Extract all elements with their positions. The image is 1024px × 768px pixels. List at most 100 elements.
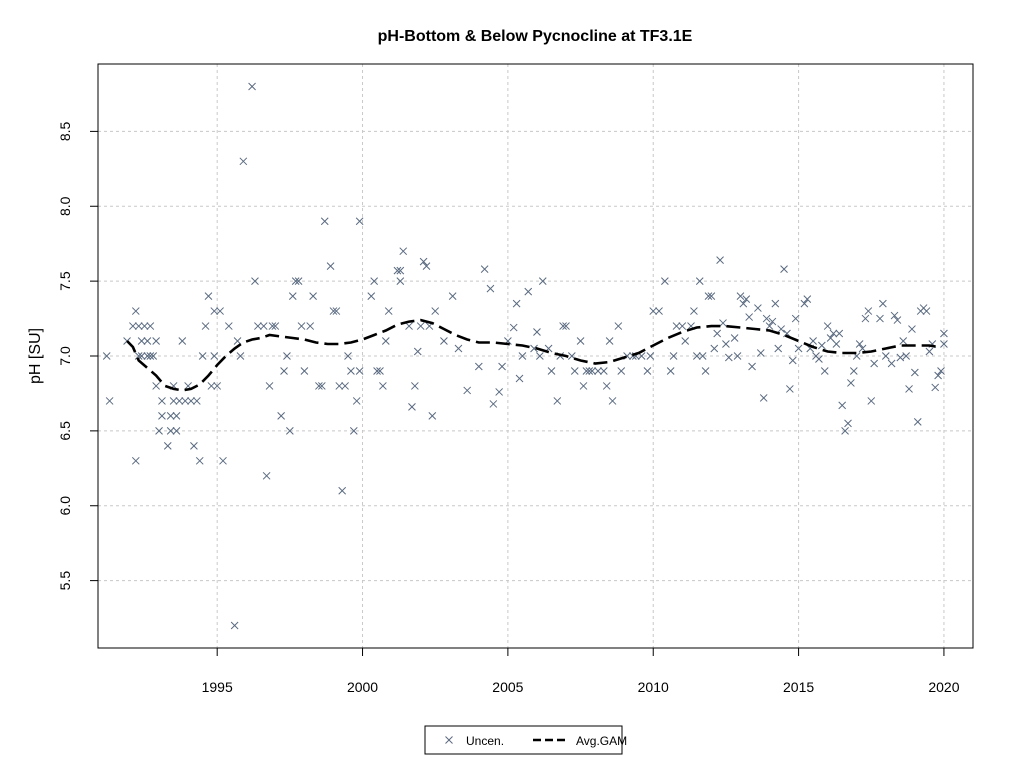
data-point xyxy=(105,397,114,405)
data-point xyxy=(399,247,408,256)
data-point xyxy=(370,277,379,285)
data-point xyxy=(832,340,841,348)
grid xyxy=(98,64,973,648)
data-point xyxy=(690,307,698,315)
legend-label-gam: Avg.GAM xyxy=(576,734,627,748)
data-point xyxy=(286,427,294,435)
data-point xyxy=(137,337,146,345)
data-point xyxy=(771,299,780,308)
data-point xyxy=(841,427,849,435)
data-point xyxy=(940,329,948,338)
data-point xyxy=(271,322,280,330)
data-point xyxy=(190,441,198,450)
data-point xyxy=(870,359,879,368)
data-point xyxy=(251,277,259,285)
data-point xyxy=(291,277,300,285)
data-point xyxy=(710,344,719,353)
data-point xyxy=(338,486,347,495)
data-point xyxy=(768,317,777,326)
data-point xyxy=(219,456,227,465)
data-point xyxy=(759,394,768,402)
data-point xyxy=(210,307,219,315)
data-point xyxy=(803,295,812,303)
data-point xyxy=(524,287,533,296)
data-point xyxy=(777,325,785,333)
legend: Uncen. Avg.GAM xyxy=(424,725,627,755)
data-point xyxy=(791,314,800,323)
data-point xyxy=(908,325,916,333)
data-point xyxy=(175,397,184,405)
data-point xyxy=(713,329,722,338)
data-point xyxy=(838,401,847,410)
data-point xyxy=(131,456,140,465)
data-point xyxy=(536,352,544,360)
data-point xyxy=(594,367,602,375)
data-point xyxy=(428,412,437,420)
y-tick-label: 5.5 xyxy=(57,571,73,591)
data-point xyxy=(163,441,172,450)
data-point xyxy=(553,397,562,405)
data-point xyxy=(861,314,870,323)
data-point xyxy=(736,292,745,300)
y-tick-label: 8.0 xyxy=(57,196,73,216)
data-point xyxy=(922,307,931,315)
data-point xyxy=(849,367,858,375)
x-tick-label: 2010 xyxy=(638,679,669,695)
data-point xyxy=(283,352,291,360)
data-point xyxy=(608,397,617,405)
data-point xyxy=(905,385,913,393)
data-point xyxy=(102,352,111,360)
data-point xyxy=(236,352,245,360)
data-point xyxy=(152,382,160,390)
data-point xyxy=(655,307,663,315)
data-point xyxy=(730,334,739,342)
data-point xyxy=(815,355,823,363)
data-point xyxy=(172,427,181,435)
data-point xyxy=(367,292,376,300)
y-axis-label: pH [SU] xyxy=(27,328,44,384)
data-point xyxy=(195,456,204,465)
data-point xyxy=(181,397,190,405)
data-point xyxy=(158,412,166,420)
data-point xyxy=(349,427,358,435)
data-point xyxy=(347,367,355,375)
data-point xyxy=(643,367,652,375)
data-point xyxy=(809,337,817,345)
data-point xyxy=(326,262,335,271)
data-point xyxy=(134,322,143,330)
data-point xyxy=(355,367,364,375)
data-point xyxy=(844,419,852,428)
data-point xyxy=(149,352,158,360)
data-point xyxy=(742,295,751,303)
data-point xyxy=(695,277,704,285)
x-axis: 1995 2000 2005 2010 2015 2020 xyxy=(202,647,960,695)
data-point xyxy=(248,82,256,91)
data-point xyxy=(530,344,538,353)
data-point xyxy=(716,256,724,265)
data-point xyxy=(146,322,155,330)
data-point xyxy=(448,292,457,300)
data-point xyxy=(800,299,809,308)
data-point xyxy=(756,349,765,357)
data-point xyxy=(835,329,844,338)
data-point xyxy=(649,307,658,315)
data-point xyxy=(254,322,262,330)
data-point xyxy=(140,322,149,330)
data-point xyxy=(262,471,271,480)
data-point xyxy=(739,299,748,308)
data-point xyxy=(172,412,181,420)
data-point xyxy=(416,322,425,330)
data-point xyxy=(774,344,783,353)
y-tick-label: 7.0 xyxy=(57,346,73,366)
data-point xyxy=(413,347,422,356)
data-point xyxy=(745,313,754,321)
data-point xyxy=(509,323,518,332)
data-point xyxy=(315,382,323,390)
data-point xyxy=(379,382,387,390)
data-point xyxy=(440,337,448,345)
data-point xyxy=(230,621,239,630)
data-point xyxy=(198,352,207,360)
data-point xyxy=(405,322,413,330)
data-point xyxy=(780,265,788,274)
data-point xyxy=(559,322,567,330)
